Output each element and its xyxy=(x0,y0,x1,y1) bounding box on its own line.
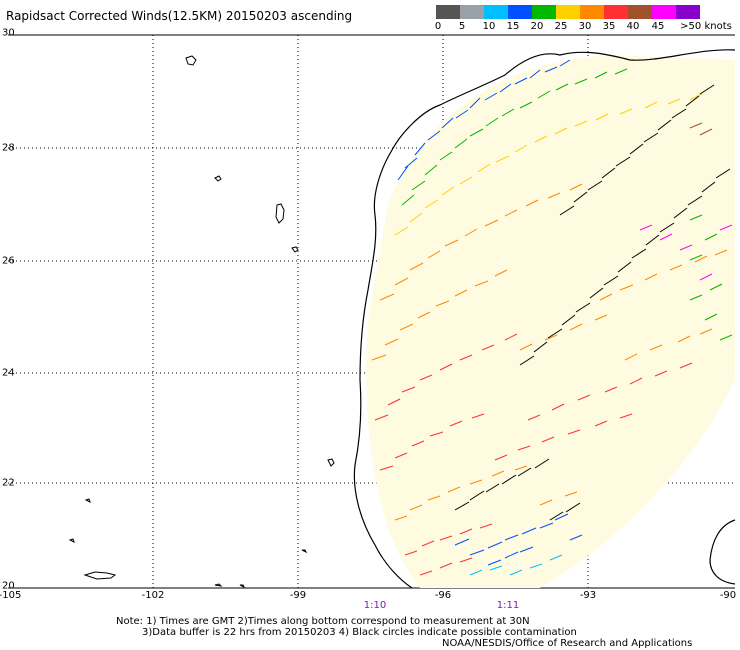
lat-label-30: 30 xyxy=(2,27,15,39)
legend-swatch-6 xyxy=(580,5,604,19)
legend-label-15: 15 xyxy=(506,21,520,32)
legend-swatch-8 xyxy=(628,5,652,19)
scatterometer-swath xyxy=(366,55,735,588)
legend-swatch-1 xyxy=(460,5,484,19)
lat-label-22: 22 xyxy=(2,477,15,489)
lat-label-24: 24 xyxy=(2,367,15,379)
legend-label-35: 35 xyxy=(602,21,616,32)
lat-label-20: 20 xyxy=(2,580,15,592)
small-land-features xyxy=(68,55,335,589)
legend-swatch-2 xyxy=(484,5,508,19)
legend-swatch-3 xyxy=(508,5,532,19)
legend-swatch-9 xyxy=(652,5,676,19)
legend-label-40: 40 xyxy=(626,21,640,32)
legend-swatch-10 xyxy=(676,5,700,19)
legend-label-50: >50 knots xyxy=(680,21,732,32)
legend-swatch-0 xyxy=(436,5,460,19)
lon-label-90: -90 xyxy=(719,590,737,601)
pass-time-1: 1:10 xyxy=(363,600,387,611)
legend-label-0: 0 xyxy=(434,21,442,32)
note-line-3: NOAA/NESDIS/Office of Research and Appli… xyxy=(442,638,693,649)
lat-label-26: 26 xyxy=(2,255,15,267)
legend-label-45: 45 xyxy=(651,21,665,32)
pass-time-2: 1:11 xyxy=(496,600,520,611)
map-title: Rapidsact Corrected Winds(12.5KM) 201502… xyxy=(6,9,353,23)
legend-label-25: 25 xyxy=(554,21,568,32)
legend-label-5: 5 xyxy=(458,21,466,32)
legend-label-20: 20 xyxy=(530,21,544,32)
lon-label-93: -93 xyxy=(579,590,597,601)
coastline xyxy=(353,49,736,589)
lon-label-102: -102 xyxy=(141,590,165,601)
legend-swatch-7 xyxy=(604,5,628,19)
legend-label-30: 30 xyxy=(578,21,592,32)
note-line-1: Note: 1) Times are GMT 2)Times along bot… xyxy=(116,616,530,627)
legend-swatch-5 xyxy=(556,5,580,19)
lat-label-28: 28 xyxy=(2,142,15,154)
note-line-2: 3)Data buffer is 22 hrs from 20150203 4)… xyxy=(142,627,577,638)
lon-label-105: -105 xyxy=(0,590,22,601)
lon-label-96: -96 xyxy=(434,590,452,601)
lon-label-99: -99 xyxy=(289,590,307,601)
coastline-east xyxy=(709,519,736,585)
legend-swatch-4 xyxy=(532,5,556,19)
wind-vectors xyxy=(371,59,733,576)
legend-label-10: 10 xyxy=(482,21,496,32)
